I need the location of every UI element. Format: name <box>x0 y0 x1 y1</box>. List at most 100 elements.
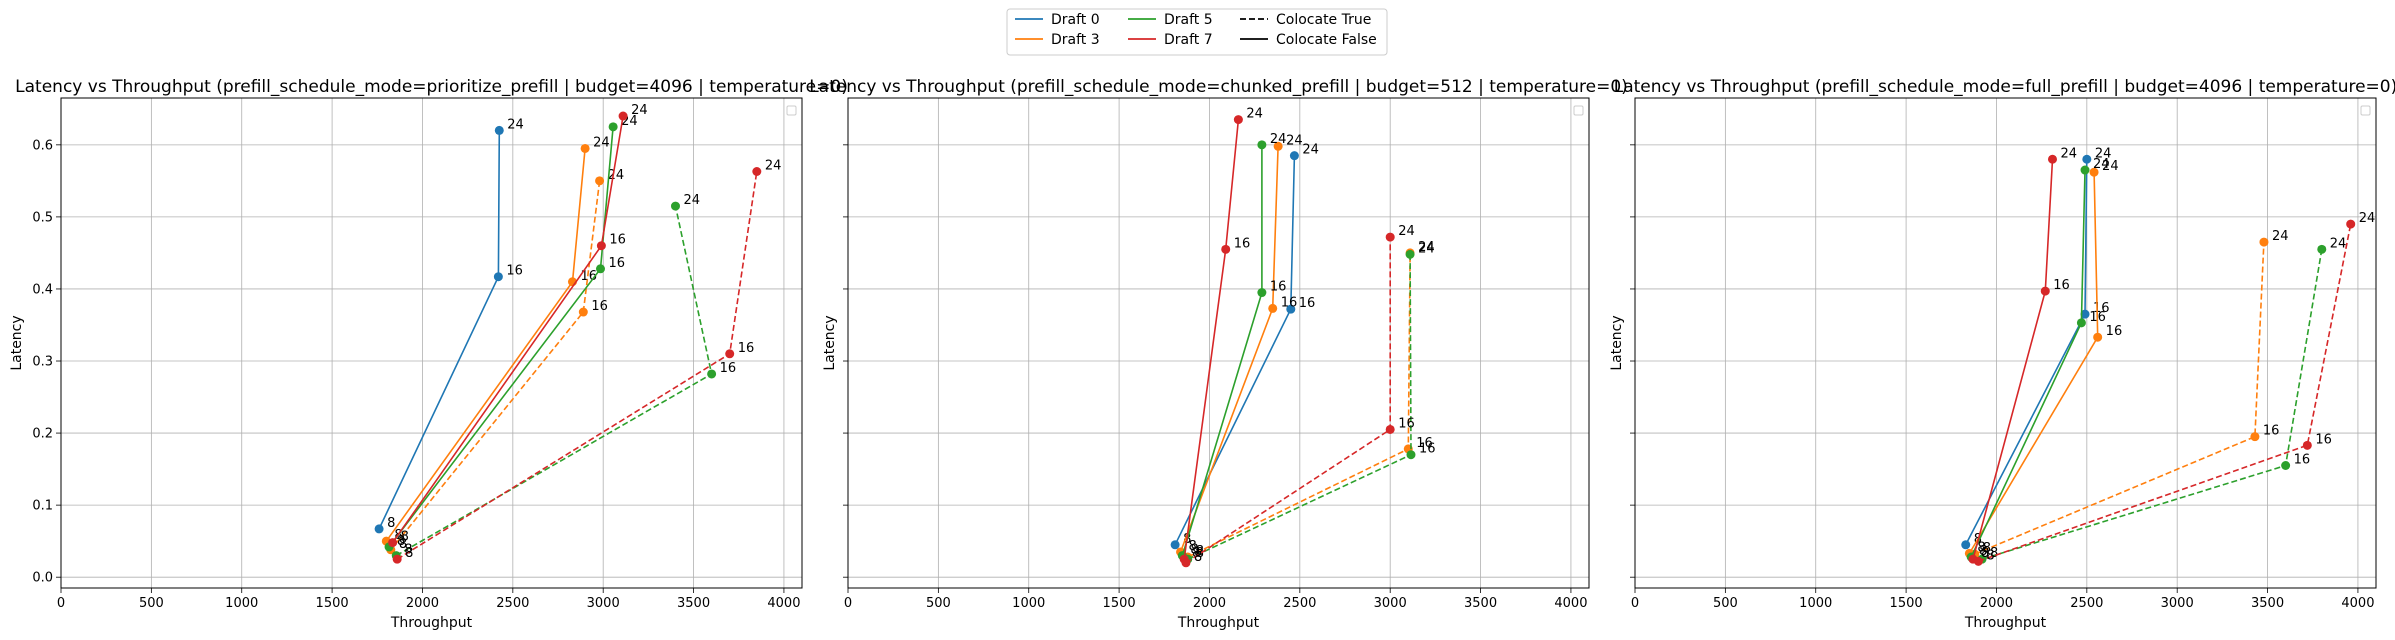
data-point <box>595 264 605 274</box>
data-point <box>388 538 398 548</box>
data-point <box>1233 115 1243 125</box>
x-tick-label: 2000 <box>1980 596 2013 611</box>
series-draft-5-colocate-true: 8 16 24 <box>1977 236 2347 564</box>
data-point <box>2080 309 2090 319</box>
plot-frame <box>60 97 803 589</box>
point-label: 16 <box>1398 416 1415 431</box>
x-tick-label: 4000 <box>2341 596 2374 611</box>
point-label: 16 <box>506 264 523 279</box>
series-line <box>395 205 713 557</box>
point-label: 8 <box>1196 546 1204 561</box>
point-label: 8 <box>404 543 412 558</box>
data-point <box>2047 154 2057 164</box>
y-tick-label: 0.0 <box>32 571 53 586</box>
series-draft-7-colocate-true: 8 16 24 <box>392 159 781 564</box>
series-draft-5-colocate-false: 8 16 24 <box>384 114 638 552</box>
point-label: 8 <box>399 537 407 552</box>
data-point <box>2080 165 2090 175</box>
legend-label: Draft 7 <box>1164 32 1213 48</box>
x-tick-label: 0 <box>844 596 852 611</box>
data-point <box>2281 461 2291 470</box>
point-label: 8 <box>1986 548 1994 563</box>
data-point <box>1268 303 1278 313</box>
point-label: 8 <box>387 516 395 531</box>
legend-item-colocate-false: Colocate False <box>1240 32 1377 48</box>
y-tick-label: 0.2 <box>32 427 53 442</box>
x-tick-label: 1500 <box>1103 596 1136 611</box>
data-point <box>2040 286 2050 296</box>
point-label: 24 <box>2359 211 2376 226</box>
empty-legend-box <box>786 105 797 116</box>
point-label: 16 <box>720 361 737 376</box>
point-label: 16 <box>609 233 626 248</box>
point-label: 16 <box>2053 278 2070 293</box>
point-label: 16 <box>2315 432 2332 447</box>
point-label: 8 <box>1981 546 1989 561</box>
series-line <box>1183 119 1240 560</box>
point-label: 24 <box>1270 132 1287 147</box>
series-line <box>385 148 586 542</box>
series-line <box>390 180 601 551</box>
series-draft-7-colocate-false: 8 16 24 <box>388 103 648 548</box>
data-point <box>1385 232 1395 242</box>
point-label: 8 <box>1194 550 1202 565</box>
legend-label: Draft 5 <box>1164 12 1213 28</box>
series-line <box>1978 223 2352 563</box>
empty-legend-box <box>2360 105 2371 116</box>
legend-label: Colocate True <box>1276 12 1371 28</box>
x-tick-label: 500 <box>1713 596 1738 611</box>
x-tick-label: 500 <box>926 596 951 611</box>
series-draft-5-colocate-true: 8 16 24 <box>1183 241 1436 564</box>
point-label: 24 <box>2093 157 2110 172</box>
point-label: 16 <box>608 256 625 271</box>
point-label: 24 <box>608 168 625 183</box>
y-axis-label: Latency <box>822 315 838 370</box>
x-tick-label: 0 <box>57 596 65 611</box>
data-point <box>2093 332 2103 342</box>
point-label: 16 <box>1281 295 1298 310</box>
point-label: 8 <box>1196 544 1204 559</box>
legend-item-draft-3: Draft 3 <box>1015 32 1100 48</box>
legend-label: Colocate False <box>1276 32 1377 48</box>
data-point <box>2089 167 2099 177</box>
y-tick-label: 0.6 <box>32 138 53 153</box>
data-point <box>1181 558 1191 568</box>
data-point <box>1221 244 1231 254</box>
series-line <box>1972 159 2054 560</box>
chart-panel-2: 0 500 1000 1500 2000 2500 3000 3500 4000 8 16 24 8 16… <box>809 77 1628 631</box>
data-point <box>608 122 618 132</box>
point-label: 24 <box>1286 133 1303 148</box>
series-draft-3-colocate-true: 8 16 24 <box>1183 240 1435 562</box>
point-label: 16 <box>1416 436 1433 451</box>
data-point <box>1961 540 1971 550</box>
x-tick-label: 4000 <box>767 596 800 611</box>
data-point <box>670 201 680 211</box>
series-line <box>1185 237 1391 564</box>
point-label: 24 <box>631 103 648 118</box>
data-point <box>1257 140 1267 150</box>
data-point <box>2082 154 2092 164</box>
x-tick-label: 2500 <box>2070 596 2103 611</box>
data-point <box>596 241 606 251</box>
point-label: 8 <box>1190 543 1198 558</box>
data-point <box>580 143 590 153</box>
point-label: 24 <box>2330 236 2347 251</box>
point-label: 16 <box>1270 280 1287 295</box>
y-tick-label: 0.4 <box>32 282 53 297</box>
data-point <box>2302 440 2312 450</box>
series-draft-7-colocate-true: 8 16 24 <box>1181 224 1415 568</box>
point-label: 24 <box>593 135 610 150</box>
x-tick-label: 3000 <box>2161 596 2194 611</box>
data-point <box>1273 141 1283 151</box>
data-point <box>1973 556 1983 566</box>
x-tick-label: 2000 <box>1193 596 1226 611</box>
x-axis-label: Throughput <box>1964 615 2047 631</box>
data-point <box>1257 288 1267 298</box>
x-tick-label: 1000 <box>1799 596 1832 611</box>
point-label: 8 <box>1189 539 1197 554</box>
point-label: 8 <box>1979 544 1987 559</box>
x-tick-label: 3000 <box>1374 596 1407 611</box>
